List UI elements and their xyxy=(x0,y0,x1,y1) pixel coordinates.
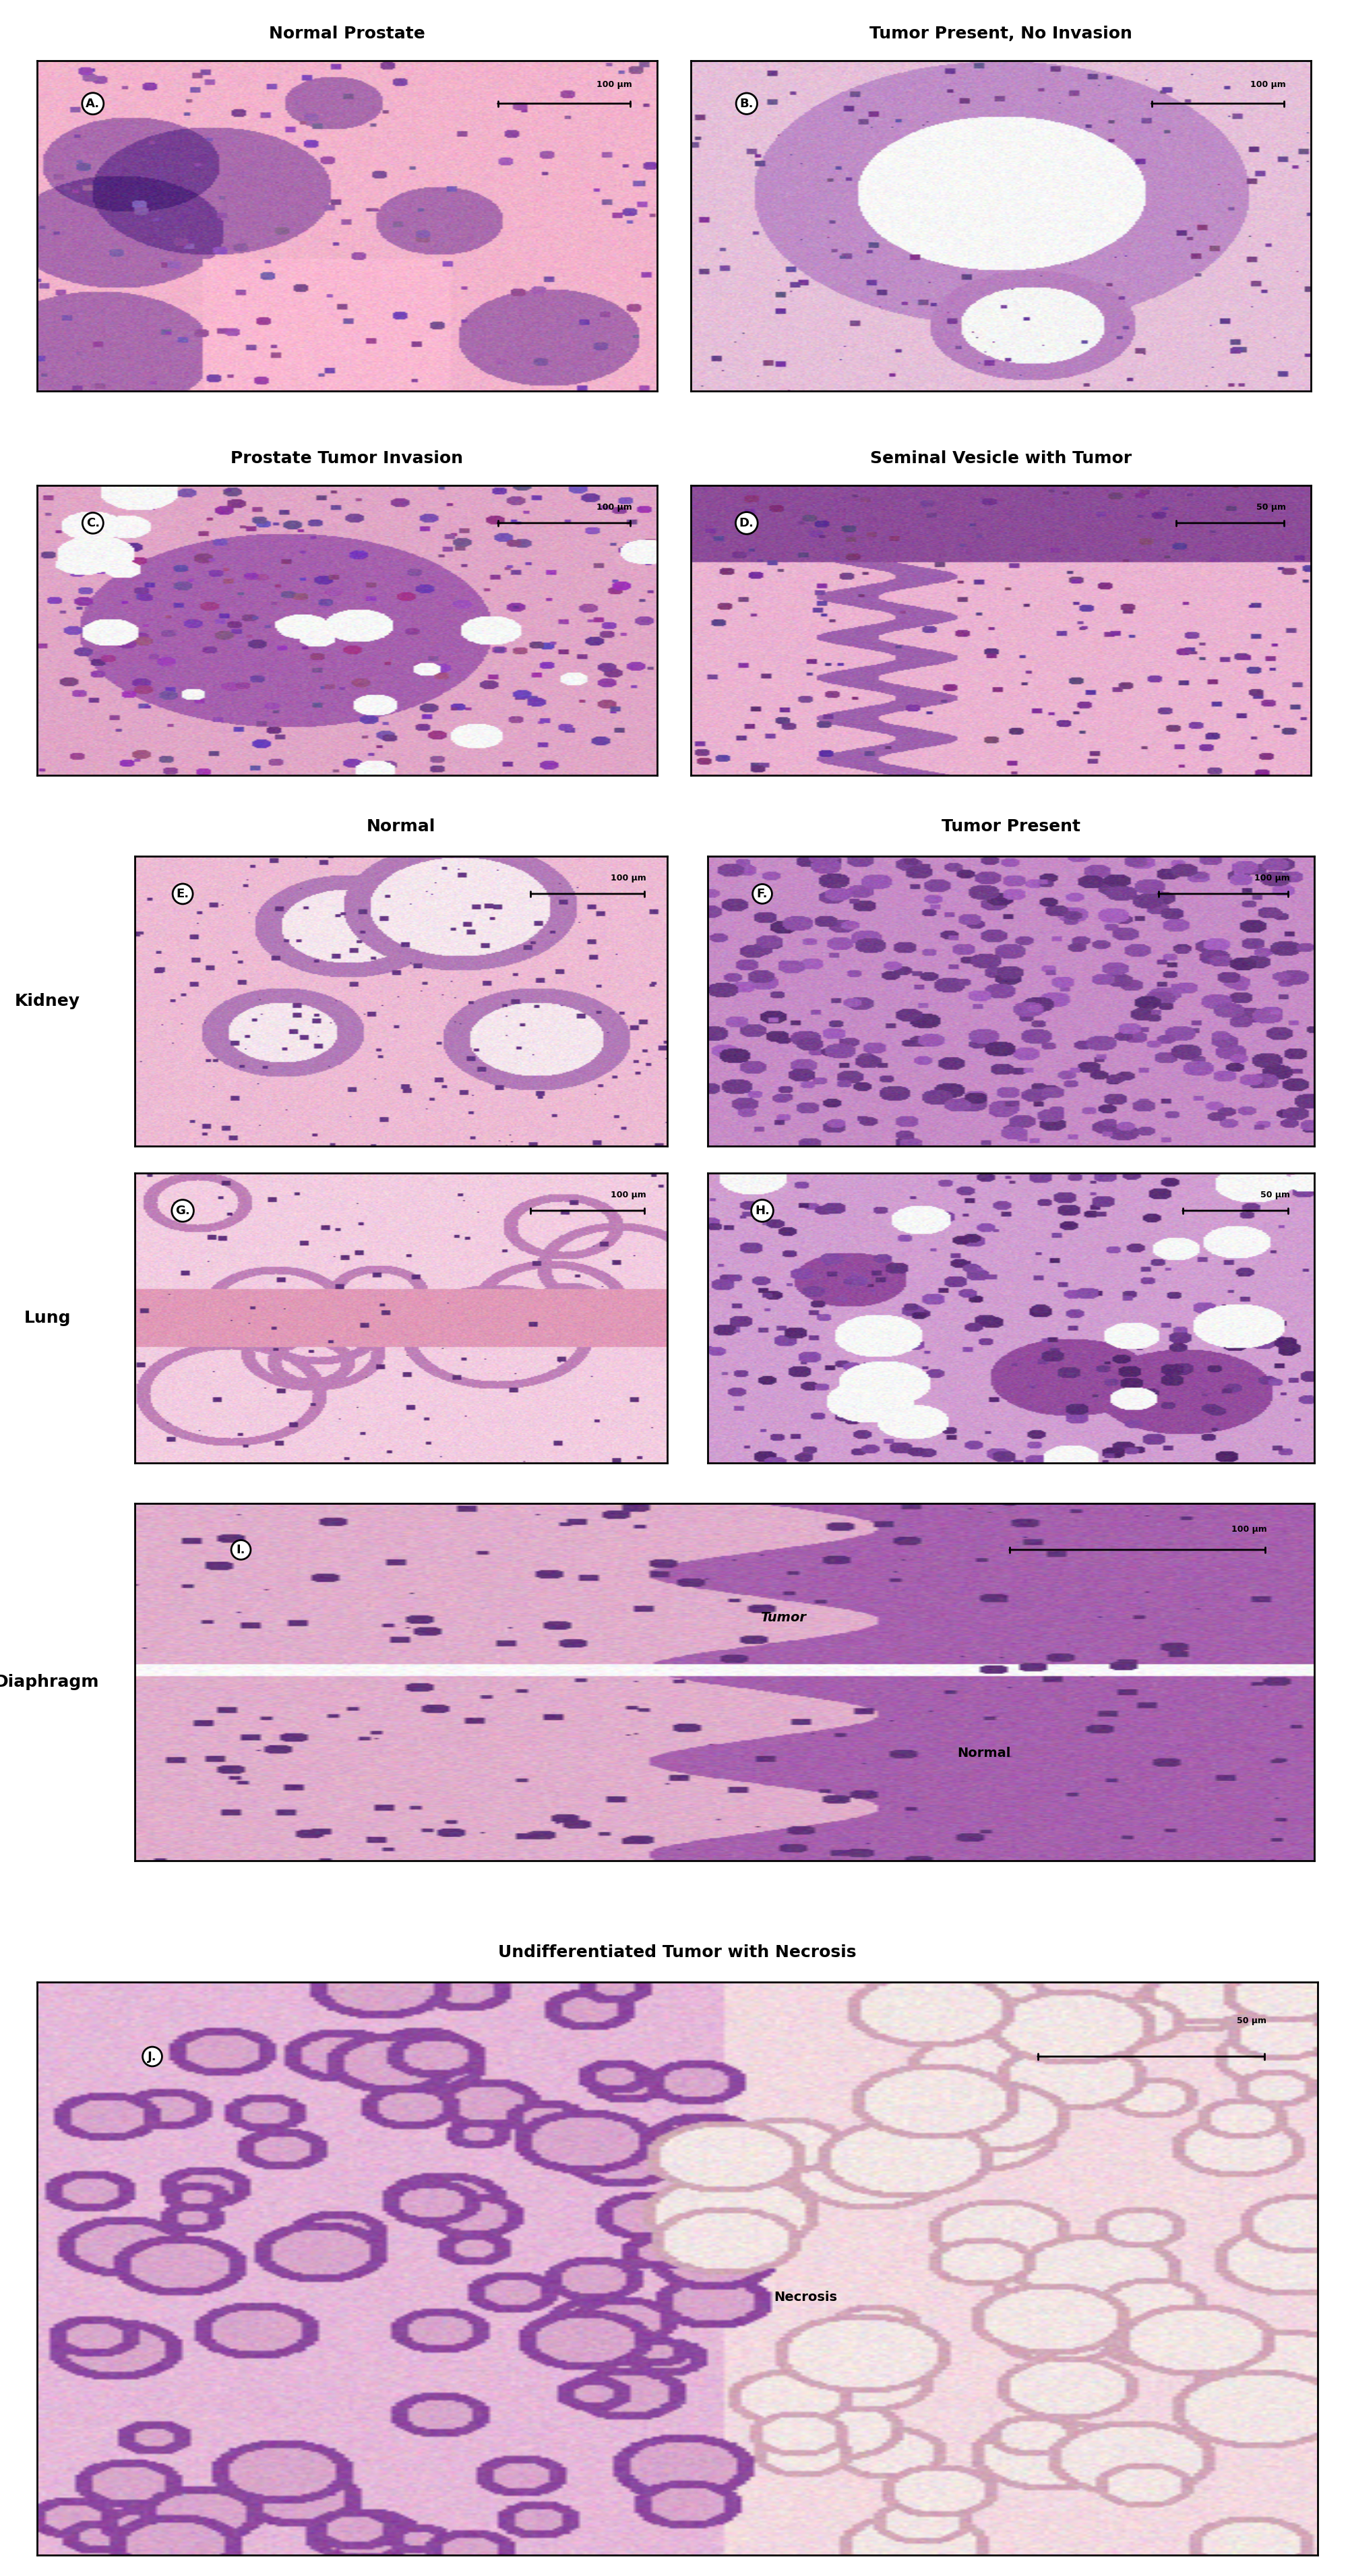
Text: 100 μm: 100 μm xyxy=(611,1190,646,1200)
Text: Tumor Present, No Invasion: Tumor Present, No Invasion xyxy=(869,26,1132,41)
Text: 100 μm: 100 μm xyxy=(1255,873,1290,884)
Text: E.: E. xyxy=(177,889,189,899)
Text: Normal: Normal xyxy=(957,1747,1011,1759)
Text: J.: J. xyxy=(148,2050,156,2063)
Text: 50 μm: 50 μm xyxy=(1256,502,1286,513)
Text: 100 μm: 100 μm xyxy=(611,873,646,884)
Text: F.: F. xyxy=(756,889,768,899)
Text: Prostate Tumor Invasion: Prostate Tumor Invasion xyxy=(231,451,464,466)
Text: Undifferentiated Tumor with Necrosis: Undifferentiated Tumor with Necrosis xyxy=(499,1945,856,1960)
Text: Tumor Present: Tumor Present xyxy=(941,819,1081,835)
Text: C.: C. xyxy=(86,518,100,528)
Text: Necrosis: Necrosis xyxy=(774,2290,837,2303)
Text: 50 μm: 50 μm xyxy=(1260,1190,1290,1200)
Text: Tumor: Tumor xyxy=(760,1613,806,1623)
Text: Seminal Vesicle with Tumor: Seminal Vesicle with Tumor xyxy=(869,451,1132,466)
Text: 100 μm: 100 μm xyxy=(597,80,632,90)
Text: 100 μm: 100 μm xyxy=(597,502,632,513)
Text: Lung: Lung xyxy=(24,1311,70,1327)
Text: G.: G. xyxy=(175,1206,190,1216)
Text: 50 μm: 50 μm xyxy=(1236,2017,1266,2025)
Text: Normal Prostate: Normal Prostate xyxy=(270,26,425,41)
Text: Normal: Normal xyxy=(367,819,435,835)
Text: Diaphragm: Diaphragm xyxy=(0,1674,100,1690)
Text: 100 μm: 100 μm xyxy=(1232,1525,1267,1533)
Text: Kidney: Kidney xyxy=(15,994,80,1010)
Text: H.: H. xyxy=(755,1206,770,1216)
Text: D.: D. xyxy=(739,518,754,528)
Text: A.: A. xyxy=(86,98,100,111)
Text: I.: I. xyxy=(236,1543,245,1556)
Text: B.: B. xyxy=(740,98,754,111)
Text: 100 μm: 100 μm xyxy=(1251,80,1286,90)
